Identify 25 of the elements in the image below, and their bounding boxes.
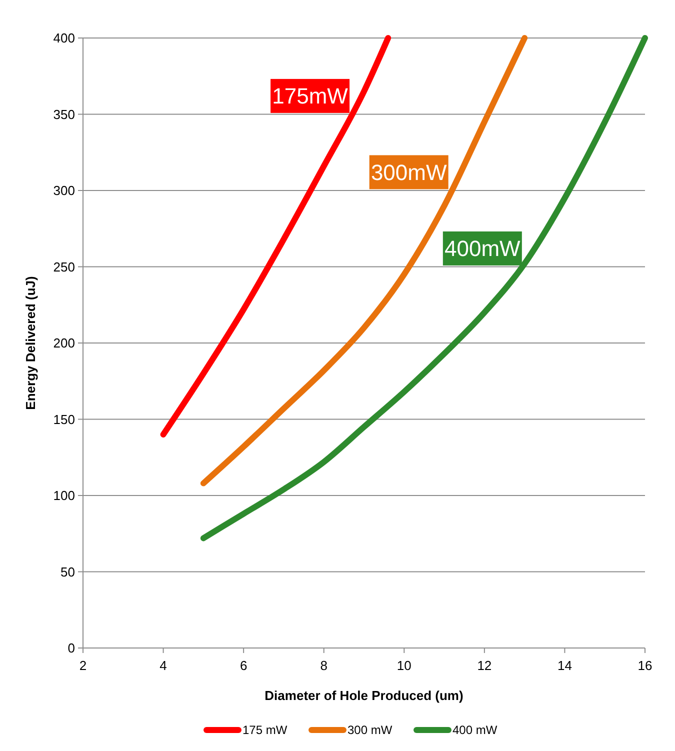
legend-label: 400 mW bbox=[452, 723, 498, 738]
x-tick-label: 4 bbox=[160, 658, 167, 673]
x-tick-label: 12 bbox=[477, 658, 492, 673]
y-tick-label: 200 bbox=[53, 336, 75, 351]
annotation: 400mW bbox=[444, 236, 521, 262]
x-tick-label: 8 bbox=[320, 658, 328, 673]
y-tick-label: 350 bbox=[53, 106, 75, 122]
legend-label: 175 mW bbox=[242, 723, 288, 738]
x-axis-title: Diameter of Hole Produced (um) bbox=[264, 688, 464, 703]
x-tick-label: 2 bbox=[79, 658, 87, 673]
annotation: 175mW bbox=[272, 84, 348, 109]
y-axis-title: Energy Delivered (uJ) bbox=[23, 276, 38, 410]
y-tick-label: 250 bbox=[53, 259, 75, 274]
y-tick-label: 300 bbox=[53, 183, 75, 198]
x-tick-label: 6 bbox=[240, 658, 248, 673]
y-tick-label: 0 bbox=[68, 640, 75, 656]
y-tick-label: 50 bbox=[60, 564, 75, 580]
y-tick-label: 400 bbox=[53, 30, 75, 46]
x-tick-label: 14 bbox=[557, 658, 572, 673]
x-tick-label: 10 bbox=[396, 658, 412, 673]
x-tick-label: 16 bbox=[638, 658, 652, 673]
y-tick-label: 150 bbox=[53, 412, 75, 427]
legend-label: 300 mW bbox=[348, 723, 393, 738]
annotation: 300mW bbox=[370, 160, 447, 185]
y-tick-label: 100 bbox=[53, 488, 75, 504]
